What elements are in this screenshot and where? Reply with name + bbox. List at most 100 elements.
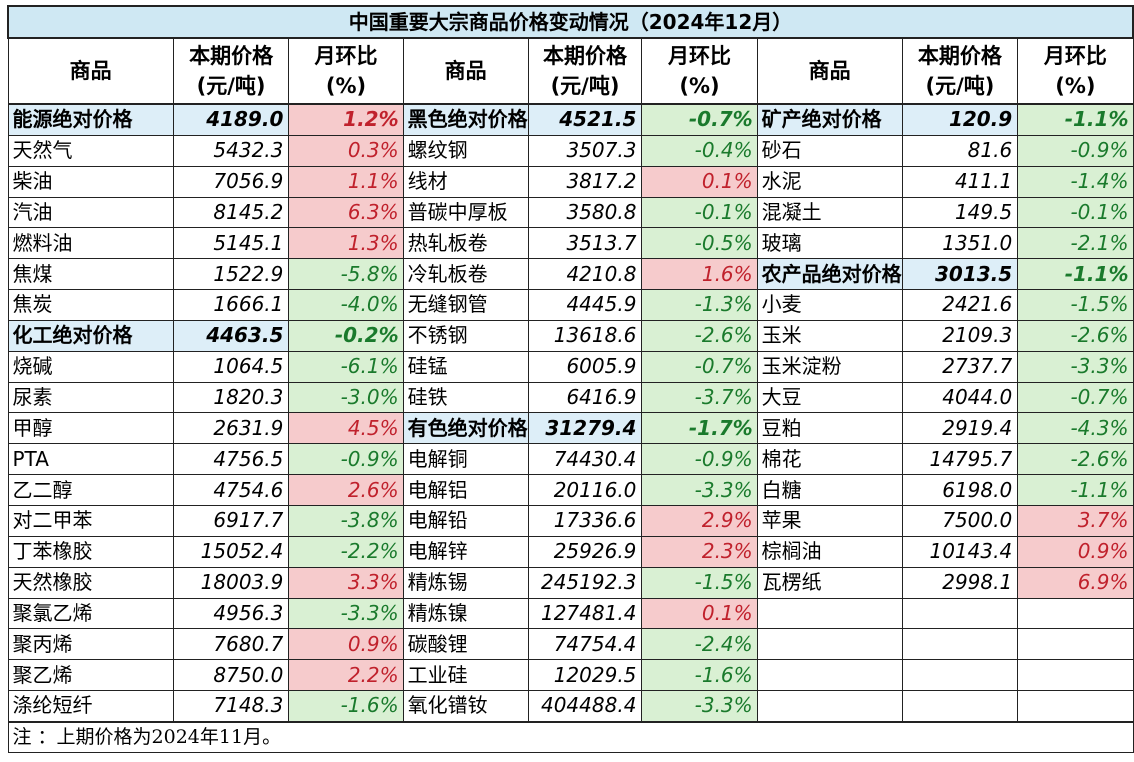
commodity-name-cell: 水泥 (756, 165, 903, 198)
change-cell (1017, 628, 1134, 661)
price-cell: 411.1 (901, 165, 1019, 198)
change-cell: -5.8% (288, 258, 404, 291)
price-cell: 8750.0 (172, 659, 290, 692)
price-cell: 4044.0 (901, 381, 1019, 414)
change-cell: -2.2% (288, 535, 404, 568)
change-cell: -0.1% (1017, 196, 1134, 229)
commodity-name-cell: 燃料油 (7, 227, 174, 260)
header-row: 商品 本期价格 (元/吨) 月环比 (%) 商品 本期价格 (元/吨) 月环比 (%) … (7, 37, 1134, 105)
price-cell: 3513.7 (527, 227, 643, 260)
commodity-name-cell: 天然橡胶 (7, 566, 174, 599)
table-row: 天然气 5432.3 0.3% 螺纹钢 3507.3 -0.4% 砂石 81.6 -0.9% (7, 134, 1134, 167)
table-row: 天然橡胶 18003.9 3.3% 精炼锡 245192.3 -1.5% 瓦楞纸 2998.1… (7, 566, 1134, 599)
commodity-name-cell: 线材 (402, 165, 529, 198)
table-row: 尿素 1820.3 -3.0% 硅铁 6416.9 -3.7% 大豆 4044.0 -0.7% (7, 381, 1134, 414)
header-price-line2: (元/吨) (925, 74, 995, 98)
price-cell: 6005.9 (527, 350, 643, 383)
change-cell: -2.1% (1017, 227, 1134, 260)
commodity-name-cell (756, 659, 903, 692)
change-cell: 3.7% (1017, 504, 1134, 537)
change-cell: 2.9% (641, 504, 758, 537)
price-cell: 7680.7 (172, 628, 290, 661)
commodity-price-table: 中国重要大宗商品价格变动情况（2024年12月） 商品 本期价格 (元/吨) 月环… (7, 5, 1134, 753)
change-cell: -2.6% (1017, 319, 1134, 352)
price-cell: 1064.5 (172, 350, 290, 383)
commodity-name-cell: 小麦 (756, 289, 903, 321)
price-cell: 4210.8 (527, 258, 643, 291)
change-cell: -3.8% (288, 504, 404, 537)
change-cell: -3.3% (288, 597, 404, 630)
change-cell: 6.9% (1017, 566, 1134, 599)
change-cell: -3.3% (641, 474, 758, 506)
commodity-name-cell: 电解铝 (402, 474, 529, 506)
change-cell: -3.7% (641, 381, 758, 414)
price-cell: 7500.0 (901, 504, 1019, 537)
header-change-3: 月环比 (%) (1017, 37, 1134, 105)
price-cell (901, 628, 1019, 661)
table-row: 烧碱 1064.5 -6.1% 硅锰 6005.9 -0.7% 玉米淀粉 2737.7 -3.3… (7, 350, 1134, 383)
header-change-1: 月环比 (%) (288, 37, 404, 105)
table-row: 涤纶短纤 7148.3 -1.6% 氧化镨钕 404488.4 -3.3% (7, 690, 1134, 723)
change-cell: -1.5% (1017, 289, 1134, 321)
commodity-name-cell: 天然气 (7, 134, 174, 167)
change-cell (1017, 690, 1134, 723)
change-cell: -0.7% (641, 103, 758, 136)
table-row: 柴油 7056.9 1.1% 线材 3817.2 0.1% 水泥 411.1 -1.4% (7, 165, 1134, 198)
header-price-line2: (元/吨) (196, 74, 266, 98)
header-price-line2: (元/吨) (550, 74, 620, 98)
price-cell: 13618.6 (527, 319, 643, 352)
commodity-price-table-container: 中国重要大宗商品价格变动情况（2024年12月） 商品 本期价格 (元/吨) 月环… (7, 5, 1134, 753)
change-cell: -1.1% (1017, 258, 1134, 291)
table-row: PTA 4756.5 -0.9% 电解铜 74430.4 -0.9% 棉花 14795.7 -2… (7, 443, 1134, 476)
change-cell: -1.6% (641, 659, 758, 692)
price-cell: 74430.4 (527, 443, 643, 476)
commodity-name-cell: 白糖 (756, 474, 903, 506)
commodity-name-cell: 热轧板卷 (402, 227, 529, 260)
change-cell: 0.9% (288, 628, 404, 661)
commodity-name-cell: 不锈钢 (402, 319, 529, 352)
commodity-name-cell: 玉米 (756, 319, 903, 352)
commodity-name-cell: 苹果 (756, 504, 903, 537)
price-cell: 1522.9 (172, 258, 290, 291)
price-cell: 5145.1 (172, 227, 290, 260)
change-cell: -4.0% (288, 289, 404, 321)
header-change-line1: 月环比 (668, 44, 732, 68)
commodity-name-cell: 涤纶短纤 (7, 690, 174, 723)
commodity-name-cell: 瓦楞纸 (756, 566, 903, 599)
commodity-name-cell: 氧化镨钕 (402, 690, 529, 723)
price-cell: 17336.6 (527, 504, 643, 537)
commodity-name-cell: 豆粕 (756, 412, 903, 445)
change-cell: -2.6% (1017, 443, 1134, 476)
price-cell: 6416.9 (527, 381, 643, 414)
header-price-3: 本期价格 (元/吨) (901, 37, 1019, 105)
commodity-name-cell: 烧碱 (7, 350, 174, 383)
price-cell: 120.9 (901, 103, 1019, 136)
change-cell: -3.0% (288, 381, 404, 414)
commodity-name-cell: 化工绝对价格 (7, 319, 174, 352)
price-cell: 1666.1 (172, 289, 290, 321)
price-cell (901, 659, 1019, 692)
commodity-name-cell: 矿产绝对价格 (756, 103, 903, 136)
change-cell: -1.4% (1017, 165, 1134, 198)
table-row: 乙二醇 4754.6 2.6% 电解铝 20116.0 -3.3% 白糖 6198.0 -1.1… (7, 474, 1134, 506)
commodity-name-cell: 混凝土 (756, 196, 903, 229)
change-cell: 2.6% (288, 474, 404, 506)
table-row: 聚丙烯 7680.7 0.9% 碳酸锂 74754.4 -2.4% (7, 628, 1134, 661)
change-cell: 4.5% (288, 412, 404, 445)
price-cell: 14795.7 (901, 443, 1019, 476)
footnote: 注 ：上期价格为2024年11月。 (7, 720, 1134, 753)
change-cell: 0.1% (641, 597, 758, 630)
commodity-name-cell: 大豆 (756, 381, 903, 414)
table-row: 对二甲苯 6917.7 -3.8% 电解铅 17336.6 2.9% 苹果 7500.0 3.7… (7, 504, 1134, 537)
price-cell: 2919.4 (901, 412, 1019, 445)
price-cell: 1351.0 (901, 227, 1019, 260)
change-cell: 1.6% (641, 258, 758, 291)
change-cell: -0.4% (641, 134, 758, 167)
commodity-name-cell: 柴油 (7, 165, 174, 198)
header-name-2: 商品 (402, 37, 529, 105)
price-cell: 4756.5 (172, 443, 290, 476)
header-price-2: 本期价格 (元/吨) (527, 37, 643, 105)
commodity-name-cell: 有色绝对价格 (402, 412, 529, 445)
change-cell (1017, 597, 1134, 630)
change-cell: -1.1% (1017, 103, 1134, 136)
